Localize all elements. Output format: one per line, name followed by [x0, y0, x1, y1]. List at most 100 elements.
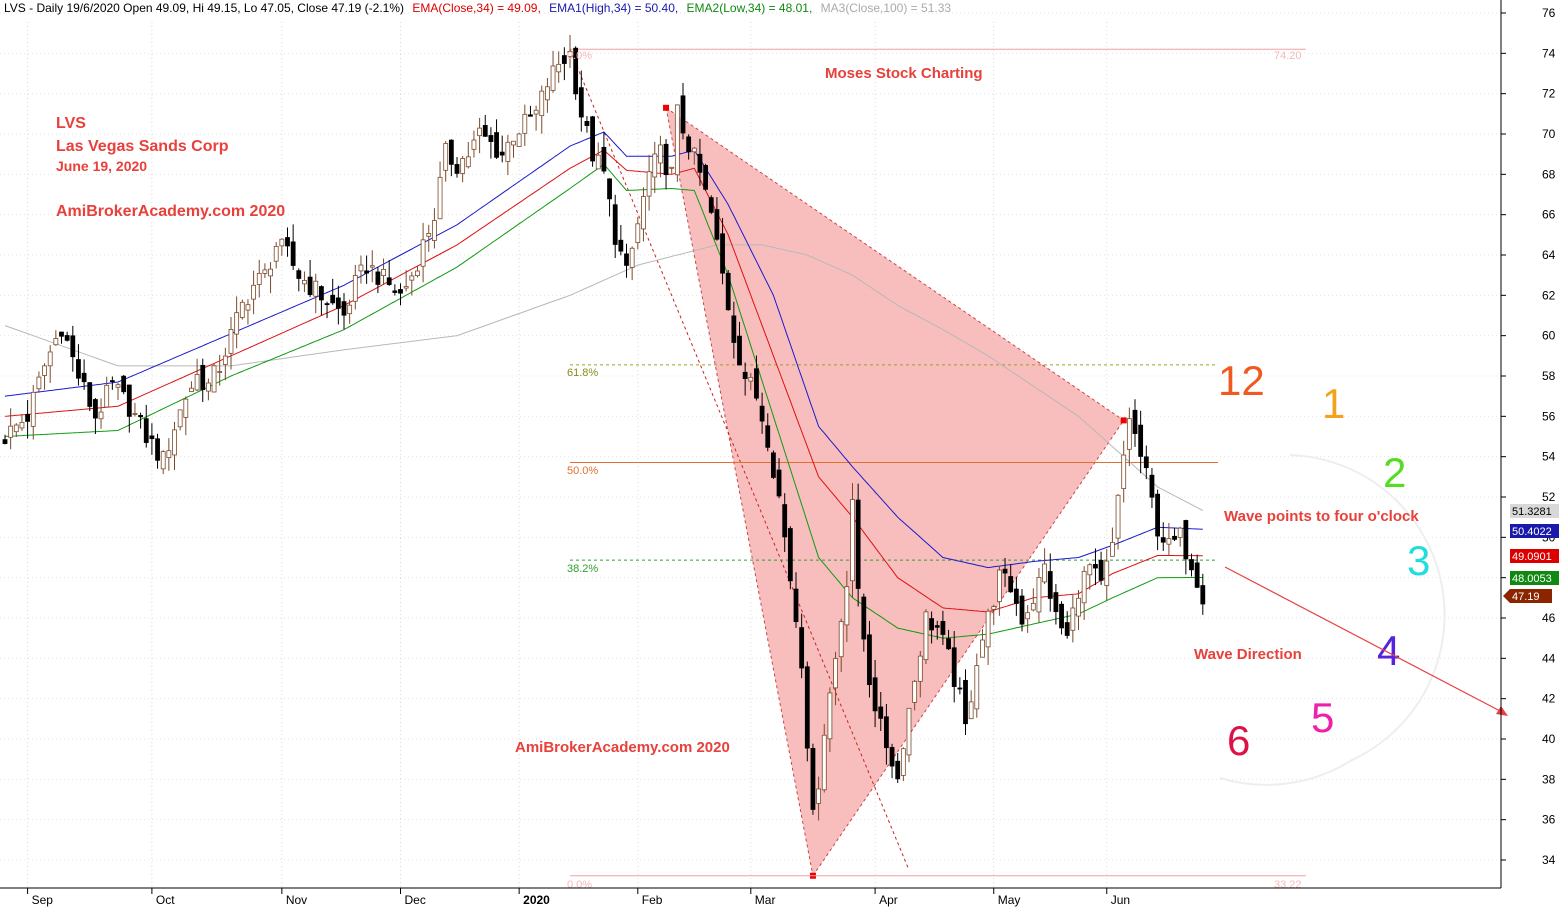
candle-body [2, 439, 8, 444]
candle-body [1110, 542, 1115, 557]
candle [550, 50, 556, 93]
candle [850, 483, 855, 598]
candle [799, 613, 805, 679]
pattern-edge-xa [665, 107, 814, 876]
candle-body [658, 144, 663, 164]
candle [816, 776, 821, 821]
candle-body [239, 301, 245, 318]
candle [471, 130, 477, 158]
candle-body [997, 569, 1002, 602]
candle-body [635, 223, 641, 243]
y-tick-label: 34 [1542, 853, 1556, 867]
candle-body [686, 136, 692, 153]
candle [76, 344, 81, 386]
candle [268, 262, 273, 294]
candle [426, 224, 432, 252]
candle-body [369, 265, 375, 268]
candle [352, 264, 358, 310]
candle [290, 224, 296, 270]
candle-body [1126, 418, 1132, 450]
header-ema1: EMA1(High,34) = 50.40, [549, 1, 678, 15]
candle [1076, 590, 1081, 631]
candle-body [115, 384, 121, 388]
candle-body [838, 621, 844, 658]
candle-body [1025, 612, 1031, 620]
candle [448, 139, 454, 177]
candle-body [674, 104, 680, 176]
candle [714, 197, 720, 241]
candle [725, 269, 731, 311]
candle-body [177, 409, 183, 428]
company-label: Las Vegas Sands Corp [56, 138, 229, 155]
candle [149, 423, 155, 455]
candle [991, 604, 997, 625]
candle-body [1081, 571, 1087, 604]
y-tick-label: 52 [1542, 490, 1556, 504]
wave-direction-arrow [1224, 566, 1503, 713]
candle-body [36, 376, 42, 390]
candle [104, 376, 110, 408]
x-tick-label: Sep [32, 893, 54, 907]
candle-body [358, 264, 364, 272]
candle [912, 679, 918, 711]
candle-body [567, 50, 573, 57]
candle-body [1121, 454, 1127, 490]
clock-number-6: 6 [1227, 717, 1250, 764]
wave-direction-label: Wave Direction [1194, 646, 1302, 663]
candle [1143, 445, 1149, 480]
candle [1008, 564, 1014, 593]
candle-body [398, 289, 403, 294]
fib-618-label: 61.8% [567, 367, 598, 379]
fib-top-pct: 0.0% [567, 50, 592, 62]
candle [584, 116, 590, 133]
candle [511, 140, 516, 158]
candle-body [87, 382, 93, 407]
y-tick-label: 54 [1542, 450, 1556, 464]
candle [872, 660, 878, 728]
candle [126, 384, 132, 433]
candle-body [759, 405, 765, 422]
candle-body [290, 241, 296, 266]
x-tick-label: Feb [642, 893, 663, 907]
candle-body [482, 124, 488, 137]
clock-number-1: 1 [1322, 380, 1345, 427]
candle [771, 450, 776, 479]
candle-body [268, 268, 273, 277]
candle-body [318, 286, 324, 301]
candle [1177, 526, 1183, 547]
candle [1081, 566, 1087, 620]
candle-body [641, 196, 646, 230]
pattern-edge-xb [665, 107, 1124, 421]
candle-body [1042, 563, 1047, 583]
x-tick-label: Nov [286, 893, 307, 907]
candle-body [1076, 597, 1081, 617]
candle-body [1189, 559, 1194, 571]
fib-382-label: 38.2% [567, 563, 598, 575]
candle [951, 631, 957, 703]
candle-body [104, 384, 110, 408]
candle-body [166, 450, 172, 459]
candle [1110, 527, 1115, 557]
x-tick-label: Oct [156, 893, 175, 907]
candle [132, 402, 138, 417]
x-tick-label: Dec [405, 893, 426, 907]
candle [923, 609, 929, 665]
candle [465, 141, 471, 169]
y-tick-label: 74 [1542, 46, 1556, 60]
candle-body [533, 109, 539, 115]
candle [838, 618, 844, 673]
candle-body [324, 303, 330, 306]
candle-body [669, 166, 675, 169]
y-axis: 3436384042444648505254565860626466687072… [1500, 0, 1556, 888]
candle-body [1104, 560, 1110, 586]
candle-body [895, 760, 901, 780]
candle [166, 438, 172, 471]
candle [731, 301, 737, 359]
candle-body [42, 365, 47, 376]
candle [183, 396, 189, 436]
candle-body [827, 692, 833, 740]
candle-body [465, 156, 471, 168]
x-axis: Sep Oct Nov Dec 2020 Feb Mar Apr May Jun [0, 887, 1501, 907]
x-tick-label: May [998, 893, 1021, 907]
